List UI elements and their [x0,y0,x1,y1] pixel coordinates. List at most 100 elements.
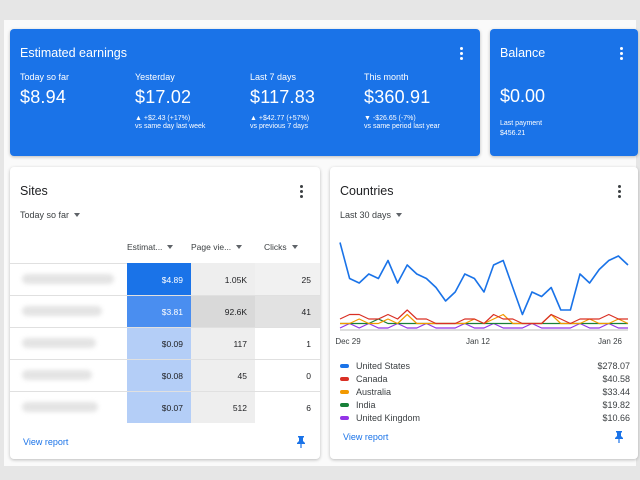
site-name-redacted [22,306,102,316]
cell-clicks: 0 [306,371,311,381]
table-row[interactable]: $3.81 92.6K 41 [10,295,320,327]
legend-country-name: India [356,400,376,410]
x-tick-label: Jan 26 [598,337,623,346]
estimated-earnings-title: Estimated earnings [20,46,128,60]
cell-clicks: 25 [301,275,311,285]
stat-last-7-days[interactable]: Last 7 days $117.83 ▲ +$42.77 (+57%) vs … [250,72,315,130]
series-line-canada [339,309,628,325]
sites-period-label: Today so far [20,210,70,220]
legend-item-india[interactable]: India $19.82 [340,399,630,411]
legend-item-united-states[interactable]: United States $278.07 [340,360,630,372]
earnings-menu-icon[interactable] [456,45,466,61]
site-name-redacted [22,402,98,412]
site-name-redacted [22,274,114,284]
row-divider [10,327,320,328]
balance-menu-icon[interactable] [616,45,626,61]
countries-period-dropdown[interactable]: Last 30 days [340,210,403,220]
legend-swatch [340,416,349,420]
legend-amount: $40.58 [602,374,630,384]
cell-earnings: $4.89 [161,275,183,285]
legend-swatch [340,364,349,368]
countries-line-chart: Dec 29 Jan 12 Jan 26 [335,242,629,346]
row-divider [10,359,320,360]
legend-amount: $19.82 [602,400,630,410]
legend-swatch [340,403,349,407]
stat-yesterday[interactable]: Yesterday $17.02 ▲ +$2.43 (+17%) vs same… [135,72,205,130]
legend-amount: $33.44 [602,387,630,397]
estimated-earnings-card: Estimated earnings Today so far $8.94 Ye… [10,29,480,156]
sites-period-dropdown[interactable]: Today so far [20,210,81,220]
dashboard: Estimated earnings Today so far $8.94 Ye… [4,20,638,466]
last-payment-label: Last payment [500,120,543,127]
legend-amount: $278.07 [597,361,630,371]
sites-menu-icon[interactable] [296,183,306,199]
legend-country-name: Australia [356,387,392,397]
countries-card: Countries Last 30 days Dec 29 Jan 12 Jan 2… [330,167,638,459]
legend-amount: $10.66 [602,413,630,423]
last-payment-value: $456.21 [500,130,526,137]
table-row[interactable]: $4.89 1.05K 25 [10,263,320,295]
legend-item-australia[interactable]: Australia $33.44 [340,386,630,398]
countries-view-report-link[interactable]: View report [343,432,389,442]
cell-pageviews: 45 [237,371,247,381]
stat-label: Last 7 days [250,72,297,82]
legend-item-united-kingdom[interactable]: United Kingdom $10.66 [340,412,630,424]
balance-card[interactable]: Balance $0.00 Last payment $456.21 [490,29,638,156]
cell-earnings: $0.08 [161,371,183,381]
legend-country-name: United States [356,361,411,371]
sites-view-report-link[interactable]: View report [23,437,69,447]
cell-pageviews: 1.05K [224,275,247,285]
cell-pageviews: 92.6K [224,307,247,317]
cell-earnings: $0.09 [161,339,183,349]
stat-this-month[interactable]: This month $360.91 ▼ -$26.65 (-7%) vs sa… [364,72,440,130]
chevron-down-icon [396,213,403,217]
col-header-earnings[interactable]: Estimat... [127,242,174,252]
clicks-heat-column [255,263,320,423]
col-header-pageviews[interactable]: Page vie... [191,242,243,252]
countries-title: Countries [340,184,394,198]
row-divider [10,295,320,296]
col-header-label: Estimat... [127,242,163,252]
chevron-down-icon [74,213,81,217]
cell-earnings: $3.81 [161,307,183,317]
stat-today[interactable]: Today so far $8.94 [20,72,69,108]
site-name-redacted [22,338,96,348]
legend-item-canada[interactable]: Canada $40.58 [340,373,630,385]
legend-country-name: Canada [356,374,388,384]
stat-compare: vs same period last year [364,123,440,130]
cell-clicks: 1 [306,339,311,349]
stat-delta: ▲ +$2.43 (+17%) [135,115,191,122]
sort-arrow-icon [291,245,298,249]
pin-icon[interactable] [296,436,306,448]
cell-clicks: 41 [301,307,311,317]
table-row[interactable]: $0.07 512 6 [10,391,320,423]
table-row[interactable]: $0.09 117 1 [10,327,320,359]
stat-label: Yesterday [135,72,175,82]
stat-compare: vs same day last week [135,123,206,130]
balance-title: Balance [500,46,546,60]
table-row[interactable]: $0.08 45 0 [10,359,320,391]
col-header-clicks[interactable]: Clicks [264,242,298,252]
row-divider [10,391,320,392]
balance-value: $0.00 [500,86,546,106]
sort-arrow-icon [236,245,243,249]
col-header-label: Page vie... [191,242,232,252]
cell-pageviews: 117 [233,339,247,349]
legend-country-name: United Kingdom [356,413,421,423]
legend-swatch [340,390,349,394]
sort-arrow-icon [167,245,174,249]
sites-card: Sites Today so far Estimat... Page vie..… [10,167,320,459]
pin-icon[interactable] [614,431,624,443]
stat-compare: vs previous 7 days [250,123,308,130]
cell-clicks: 6 [306,403,311,413]
cell-pageviews: 512 [232,403,247,413]
x-tick-label: Dec 29 [335,337,361,346]
series-line-united-states [339,242,629,316]
x-tick-label: Jan 12 [466,337,491,346]
stat-delta: ▲ +$42.77 (+57%) [250,115,310,122]
stat-delta: ▼ -$26.65 (-7%) [364,115,416,122]
earnings-heat-column [127,263,191,423]
legend-swatch [340,377,349,381]
countries-menu-icon[interactable] [614,183,624,199]
stat-label: Today so far [20,72,70,82]
